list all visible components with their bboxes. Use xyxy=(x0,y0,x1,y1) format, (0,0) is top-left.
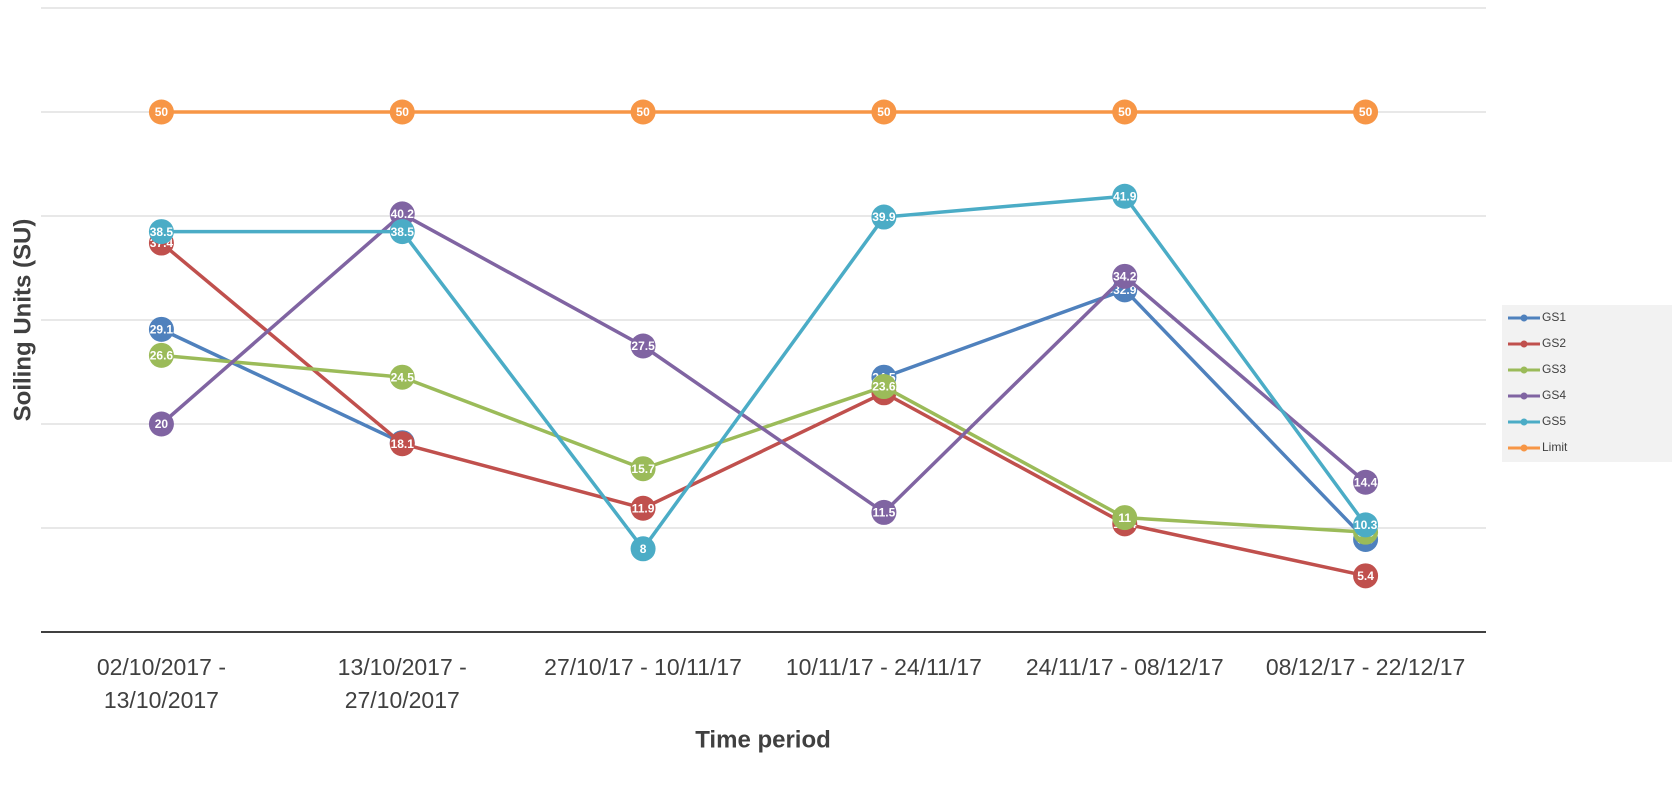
data-point xyxy=(630,536,656,562)
data-point xyxy=(148,316,174,342)
legend-marker xyxy=(1520,314,1528,322)
legend-label: GS5 xyxy=(1542,414,1566,428)
data-label: 38.5 xyxy=(150,225,174,239)
data-point xyxy=(148,99,174,125)
y-axis-title: Soiling Units (SU) xyxy=(9,219,36,422)
data-point xyxy=(1353,469,1379,495)
data-label: 26.6 xyxy=(150,349,174,363)
legend-marker xyxy=(1520,392,1528,400)
data-label: 18.1 xyxy=(391,437,415,451)
legend-label: Limit xyxy=(1542,440,1568,454)
legend-marker xyxy=(1520,444,1528,452)
data-label: 50 xyxy=(1118,105,1132,119)
data-point xyxy=(630,495,656,521)
data-point xyxy=(1112,183,1138,209)
data-point xyxy=(389,219,415,245)
data-point xyxy=(630,99,656,125)
data-label: 41.9 xyxy=(1113,189,1137,203)
data-point xyxy=(1112,263,1138,289)
legend-box xyxy=(1502,305,1672,462)
x-tick-label: 27/10/17 - 10/11/17 xyxy=(544,654,742,680)
data-label: 29.1 xyxy=(150,323,174,337)
legend-label: GS4 xyxy=(1542,388,1566,402)
legend-marker xyxy=(1520,366,1528,374)
data-label: 39.9 xyxy=(872,210,896,224)
data-point xyxy=(1112,505,1138,531)
x-tick-label: 02/10/2017 - 13/10/2017 xyxy=(96,654,226,713)
legend-label: GS1 xyxy=(1542,310,1566,324)
data-label: 5.4 xyxy=(1357,569,1374,583)
data-label: 20 xyxy=(155,417,169,431)
data-point xyxy=(389,201,415,227)
data-label: 14.4 xyxy=(1354,475,1378,489)
data-label: 23.6 xyxy=(872,380,896,394)
data-point xyxy=(389,99,415,125)
data-label: 50 xyxy=(155,105,169,119)
data-point xyxy=(389,431,415,457)
data-label: 50 xyxy=(636,105,650,119)
data-label: 50 xyxy=(877,105,891,119)
series-line xyxy=(883,288,1367,541)
data-point xyxy=(630,333,656,359)
data-label: 11.5 xyxy=(873,506,896,520)
data-label: 11 xyxy=(1118,511,1131,525)
series-line xyxy=(160,327,403,445)
data-label: 24.5 xyxy=(391,370,415,384)
data-label: 15.7 xyxy=(631,462,655,476)
data-label: 40.2 xyxy=(391,207,415,221)
x-tick-label: 13/10/2017 - 27/10/2017 xyxy=(337,654,467,713)
x-tick-label: 24/11/17 - 08/12/17 xyxy=(1025,654,1224,680)
data-point xyxy=(630,456,656,482)
legend-marker xyxy=(1520,418,1528,426)
data-point xyxy=(1353,512,1379,538)
data-point xyxy=(1112,99,1138,125)
series-line xyxy=(160,241,1366,578)
data-point xyxy=(871,99,897,125)
data-label: 50 xyxy=(396,105,410,119)
data-label: 8 xyxy=(640,542,647,556)
data-point xyxy=(1353,99,1379,125)
series-line xyxy=(160,212,1367,515)
series-line xyxy=(161,194,1367,551)
data-point xyxy=(148,342,174,368)
legend-marker xyxy=(1520,340,1528,348)
data-label: 27.5 xyxy=(631,339,655,353)
data-point xyxy=(389,364,415,390)
data-label: 11.9 xyxy=(632,501,655,515)
data-point xyxy=(1353,563,1379,589)
data-label: 34.2 xyxy=(1113,269,1137,283)
data-point xyxy=(148,219,174,245)
data-label: 38.5 xyxy=(391,225,415,239)
x-tick-label: 08/12/17 - 22/12/17 xyxy=(1265,654,1466,680)
data-label: 50 xyxy=(1359,105,1373,119)
legend-label: GS2 xyxy=(1542,336,1566,350)
data-point xyxy=(871,374,897,400)
data-label: 10.3 xyxy=(1354,518,1378,532)
legend-label: GS3 xyxy=(1542,362,1566,376)
data-point xyxy=(871,499,897,525)
x-tick-label: 10/11/17 - 24/11/17 xyxy=(785,654,982,680)
data-point xyxy=(871,204,897,230)
x-axis-title: Time period xyxy=(695,726,831,753)
data-point xyxy=(148,411,174,437)
